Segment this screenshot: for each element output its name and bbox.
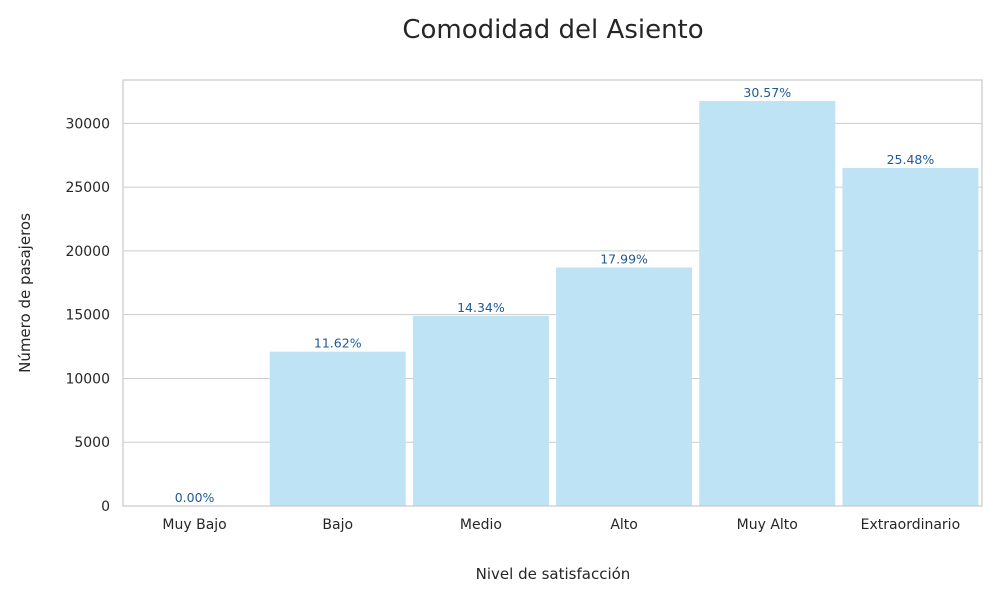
x-tick-label: Muy Bajo	[162, 517, 226, 533]
x-tick-labels: Muy Bajo Bajo Medio Alto Muy Alto Extraordina…	[162, 517, 960, 533]
data-label: 14.34%	[457, 300, 505, 315]
bar-bajo	[269, 351, 406, 506]
y-tick-label: 30000	[65, 116, 110, 132]
x-tick-label: Medio	[460, 517, 502, 533]
grid-lines	[123, 122, 982, 507]
y-tick-label: 5000	[74, 435, 110, 451]
x-tick-label: Bajo	[322, 517, 353, 533]
chart-title: Comodidad del Asiento	[402, 15, 703, 45]
bar-extraordinario	[842, 168, 979, 506]
x-tick-label: Alto	[610, 517, 638, 533]
data-labels: 0.00% 11.62% 14.34% 17.99% 30.57% 25.48%	[175, 85, 935, 505]
y-tick-labels: 0 5000 10000 15000 20000 25000 30000	[65, 116, 110, 515]
data-label: 0.00%	[175, 490, 215, 505]
data-label: 25.48%	[887, 152, 935, 167]
y-tick-label: 15000	[65, 308, 110, 324]
bar-alto	[556, 267, 693, 506]
y-tick-label: 10000	[65, 371, 110, 387]
bar-medio	[412, 315, 549, 506]
y-axis-label: Número de pasajeros	[16, 213, 34, 373]
bars	[269, 101, 979, 506]
y-tick-label: 25000	[65, 180, 110, 196]
y-tick-label: 20000	[65, 244, 110, 260]
x-axis-label: Nivel de satisfacción	[476, 565, 631, 583]
data-label: 11.62%	[314, 336, 362, 351]
x-tick-label: Muy Alto	[737, 517, 798, 533]
bar-muy-alto	[699, 101, 836, 506]
data-label: 30.57%	[743, 85, 791, 100]
y-tick-label: 0	[101, 499, 110, 515]
x-tick-label: Extraordinario	[861, 517, 960, 533]
plot-frame	[122, 79, 983, 507]
data-label: 17.99%	[600, 251, 648, 266]
